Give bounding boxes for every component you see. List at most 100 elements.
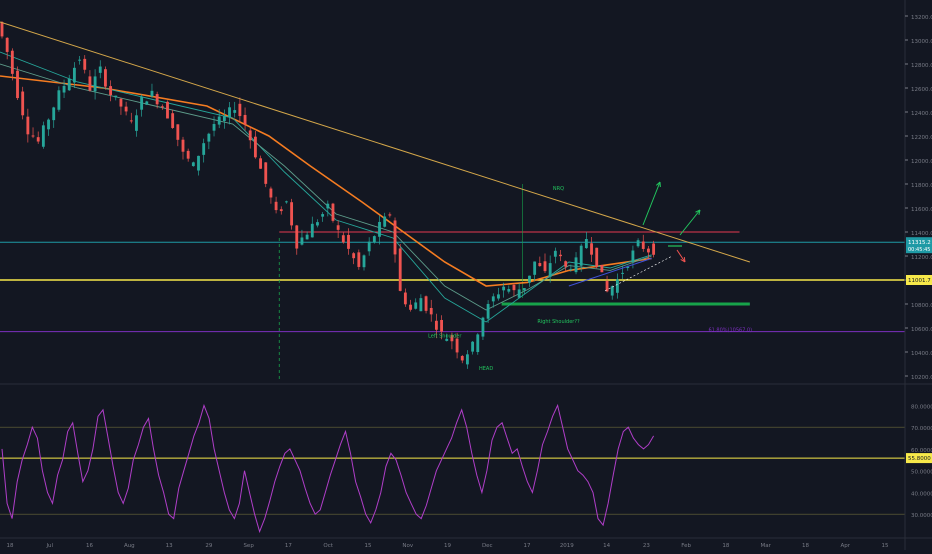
candle-body: [109, 86, 113, 96]
time-tick-label: Mar: [760, 543, 771, 549]
rsi-tick-label: 70.0000: [911, 426, 932, 432]
candle-body: [295, 225, 299, 249]
candle-body: [228, 107, 231, 118]
arrow-down: [676, 249, 686, 263]
trendlines: [0, 21, 751, 292]
candle-body: [0, 22, 4, 37]
time-tick-label: 23: [643, 543, 650, 549]
trendline-uptrend-support: [568, 257, 652, 287]
candle-body: [548, 263, 552, 277]
candle-body: [243, 114, 247, 125]
candle-body: [362, 255, 366, 268]
candle-body: [264, 162, 268, 184]
candle-body: [98, 66, 102, 73]
annotation-label: NRQ: [553, 186, 564, 192]
time-tick-label: Jul: [45, 543, 53, 549]
candle-body: [584, 238, 588, 249]
candle-body: [21, 91, 25, 116]
candle-body: [383, 216, 387, 227]
time-tick-label: Sep: [243, 543, 254, 549]
rsi-panel: [0, 403, 905, 534]
price-tick-label: 11800.0: [911, 183, 932, 189]
candle-body: [135, 115, 138, 131]
candle-body: [336, 225, 340, 230]
projection-arrows: [642, 181, 701, 263]
rsi-tick-label: 50.0000: [911, 470, 932, 476]
candle-body: [197, 155, 200, 171]
candle-body: [621, 272, 624, 274]
price-tick-label: 13200.0: [911, 15, 932, 21]
time-tick-label: 2019: [560, 543, 574, 549]
price-tick-label: 12200.0: [911, 135, 932, 141]
moving-averages: [0, 51, 652, 323]
candle-body: [372, 236, 376, 243]
candle-body: [155, 94, 159, 105]
price-tick-label: 13000.0: [911, 39, 932, 45]
candle-body: [104, 69, 107, 87]
price-tick-label: 10200.0: [911, 375, 932, 381]
price-tick-label: 10600.0: [911, 327, 932, 333]
arrow-up-1-head: [655, 181, 661, 188]
candle-body: [378, 221, 381, 237]
candle-body: [357, 252, 361, 267]
candle-body: [331, 203, 335, 221]
time-tick-label: 13: [166, 543, 173, 549]
price-tick-label: 11200.0: [911, 255, 932, 261]
price-tick-label: 11400.0: [911, 231, 932, 237]
time-tick-label: 18: [722, 543, 729, 549]
candle-body: [10, 50, 14, 74]
price-tick-label: 12600.0: [911, 87, 932, 93]
candle-body: [543, 261, 547, 272]
candle-body: [476, 334, 480, 353]
candle-body: [41, 125, 45, 147]
candle-body: [222, 116, 226, 122]
candle-body: [512, 284, 516, 291]
price-tick-label: 10400.0: [911, 351, 932, 357]
dashed-projection: [604, 255, 673, 292]
candle-body: [150, 90, 154, 97]
candle-body: [238, 103, 242, 117]
candle-body: [507, 289, 511, 292]
candle-body: [253, 136, 257, 158]
candle-body: [579, 245, 583, 266]
candle-body: [398, 248, 402, 291]
moving-average-0: [0, 75, 652, 287]
candle-body: [140, 96, 144, 110]
candle-body: [434, 320, 438, 330]
candle-body: [145, 101, 149, 105]
candlesticks: [0, 21, 656, 369]
candle-body: [326, 203, 330, 209]
arrow-up-2: [679, 209, 701, 236]
candle-body: [305, 234, 309, 240]
candle-body: [300, 237, 304, 245]
candle-body: [310, 223, 314, 238]
candle-body: [652, 243, 656, 255]
candle-body: [647, 248, 650, 253]
time-tick-label: 18: [7, 543, 14, 549]
arrow-up-2-head: [695, 209, 701, 215]
candle-body: [124, 106, 128, 112]
candle-body: [522, 288, 526, 291]
candle-body: [517, 289, 521, 298]
candle-body: [414, 302, 418, 309]
candle-body: [440, 319, 443, 332]
time-tick-label: 18: [802, 543, 809, 549]
price-tick-label: 12400.0: [911, 111, 932, 117]
time-tick-label: 15: [882, 543, 889, 549]
annotation-label: Left Shoulder: [428, 334, 462, 340]
candle-body: [16, 70, 19, 99]
arrow-up-1: [642, 181, 661, 226]
candle-body: [114, 95, 118, 98]
candle-body: [388, 214, 392, 216]
candle-body: [409, 304, 412, 310]
annotations: Left Shoulder HEAD Right Shoulder?? NRQ 61.8…: [428, 186, 752, 372]
candle-body: [160, 106, 164, 108]
candle-body: [212, 124, 216, 131]
candle-body: [595, 247, 599, 267]
candle-body: [26, 116, 30, 135]
price-tick-label: 12800.0: [911, 63, 932, 69]
candle-body: [631, 250, 635, 262]
candle-body: [279, 209, 283, 212]
